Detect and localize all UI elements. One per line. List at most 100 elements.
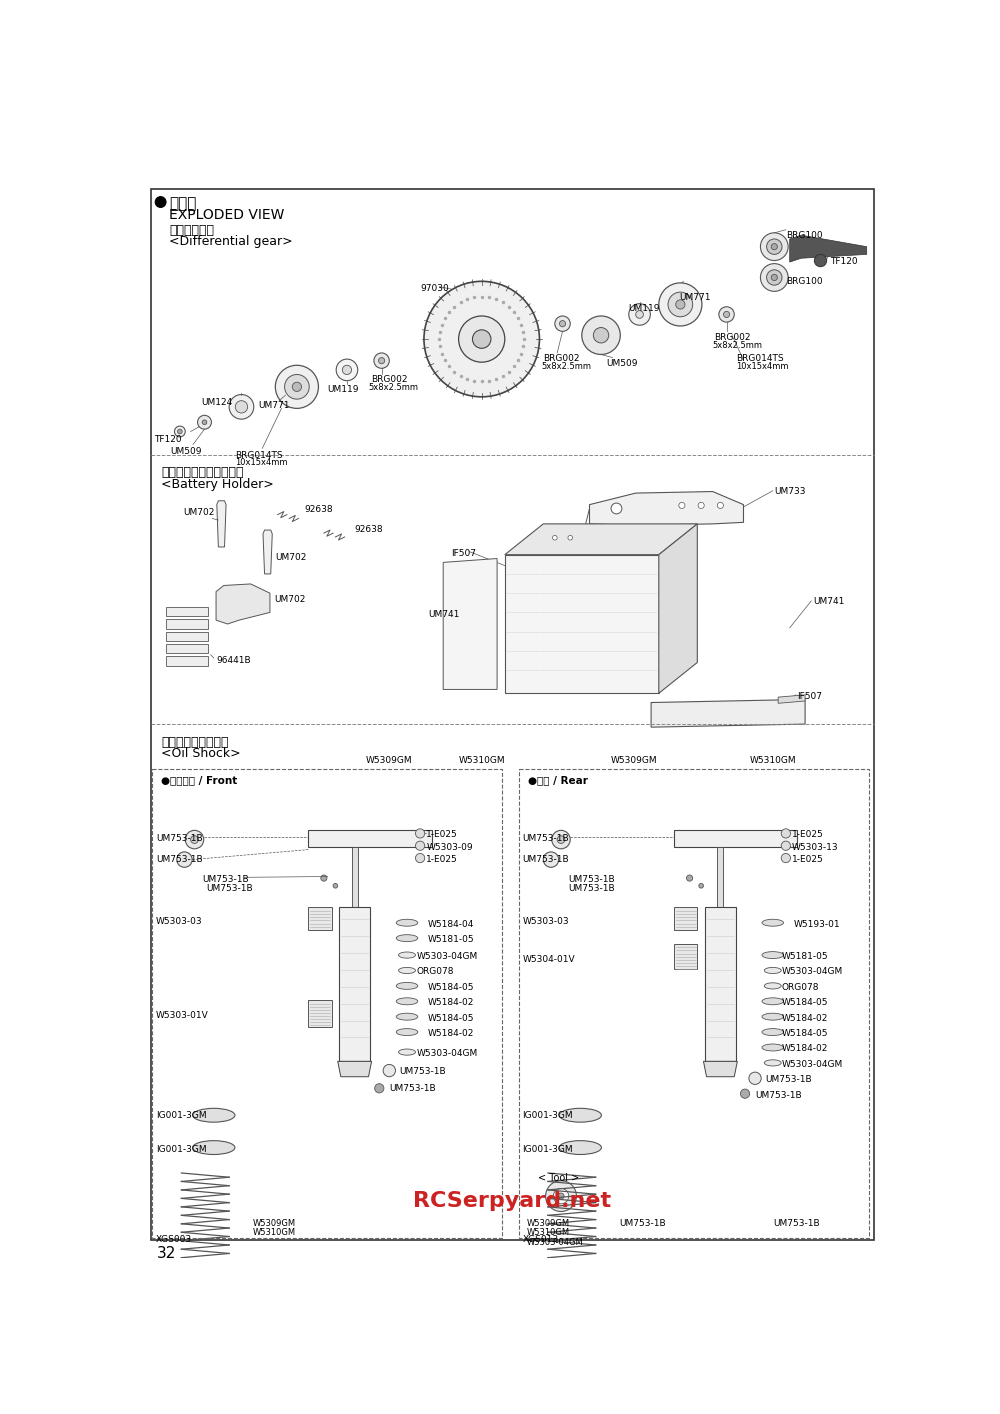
Circle shape (229, 395, 254, 419)
Text: XGS003: XGS003 (156, 1234, 192, 1243)
Text: W5303-09: W5303-09 (426, 843, 473, 851)
Text: W5303-04GM: W5303-04GM (526, 1237, 583, 1247)
Circle shape (723, 311, 730, 318)
Polygon shape (308, 830, 432, 847)
Text: W5303-04GM: W5303-04GM (416, 1049, 478, 1058)
Text: 5x8x2.5mm: 5x8x2.5mm (541, 362, 591, 372)
Text: UM119: UM119 (328, 385, 359, 395)
Circle shape (636, 311, 643, 318)
Text: W5310GM: W5310GM (252, 1229, 295, 1237)
Circle shape (198, 416, 211, 430)
Polygon shape (166, 607, 208, 617)
Polygon shape (338, 1062, 372, 1076)
Text: W5184-02: W5184-02 (782, 1014, 828, 1022)
Text: BRG100: BRG100 (786, 232, 822, 240)
Text: UM753-1B: UM753-1B (765, 1075, 812, 1085)
Text: BRG002: BRG002 (543, 355, 580, 363)
Polygon shape (705, 908, 736, 1062)
Circle shape (767, 270, 782, 286)
Text: ORG078: ORG078 (782, 983, 820, 991)
Text: W5303-04GM: W5303-04GM (416, 952, 478, 962)
Polygon shape (308, 908, 332, 930)
Text: 1-E025: 1-E025 (792, 855, 824, 864)
Text: BRG014TS: BRG014TS (235, 451, 283, 460)
Text: W5184-05: W5184-05 (782, 1029, 828, 1038)
Text: UM741: UM741 (428, 609, 459, 619)
Ellipse shape (399, 952, 415, 959)
Text: UM753-1B: UM753-1B (156, 855, 203, 864)
Polygon shape (443, 559, 497, 690)
Circle shape (687, 875, 693, 881)
Text: W5193-01: W5193-01 (794, 919, 840, 929)
Polygon shape (339, 908, 370, 1062)
Circle shape (174, 426, 185, 437)
Circle shape (611, 503, 622, 513)
Circle shape (415, 841, 425, 850)
Circle shape (546, 1181, 576, 1212)
Circle shape (543, 851, 559, 867)
Text: ●リヤ / Rear: ●リヤ / Rear (528, 775, 588, 785)
Text: UM753-1B: UM753-1B (755, 1090, 802, 1100)
Circle shape (740, 1089, 750, 1099)
Ellipse shape (396, 1014, 418, 1019)
Ellipse shape (396, 1028, 418, 1035)
Circle shape (781, 829, 790, 839)
Text: W5309GM: W5309GM (526, 1219, 569, 1229)
Text: IG001-3GM: IG001-3GM (523, 1111, 573, 1120)
Text: BRG002: BRG002 (714, 332, 751, 342)
Text: UM753-1B: UM753-1B (523, 834, 569, 843)
Text: UM771: UM771 (679, 293, 710, 301)
Text: UM771: UM771 (258, 400, 290, 410)
Text: 1-E025: 1-E025 (426, 830, 458, 840)
Text: <Battery Holder>: <Battery Holder> (161, 478, 274, 491)
Text: UM753-1B: UM753-1B (773, 1219, 819, 1229)
Text: W5303-04GM: W5303-04GM (782, 1060, 843, 1069)
Text: BRG100: BRG100 (786, 277, 822, 287)
Circle shape (557, 836, 565, 843)
Circle shape (235, 400, 248, 413)
Text: RCSerpyard.net: RCSerpyard.net (413, 1192, 612, 1212)
Text: IG001-3GM: IG001-3GM (156, 1111, 207, 1120)
Circle shape (342, 365, 352, 375)
Ellipse shape (396, 998, 418, 1005)
Circle shape (719, 307, 734, 322)
Ellipse shape (399, 1049, 415, 1055)
Text: W5310GM: W5310GM (750, 756, 796, 765)
Text: UM741: UM741 (813, 597, 844, 607)
Text: UM753-1B: UM753-1B (156, 834, 203, 843)
Text: UM753-1B: UM753-1B (399, 1068, 446, 1076)
Circle shape (336, 359, 358, 380)
Text: UM753-1B: UM753-1B (206, 884, 253, 894)
Circle shape (699, 884, 703, 888)
Text: W5304-01V: W5304-01V (523, 954, 575, 964)
Ellipse shape (396, 983, 418, 990)
Text: W5184-05: W5184-05 (782, 998, 828, 1007)
Circle shape (333, 884, 338, 888)
Text: W5310GM: W5310GM (459, 756, 505, 765)
Text: W5309GM: W5309GM (611, 756, 658, 765)
Text: W5310GM: W5310GM (526, 1229, 569, 1237)
Text: W5303-03: W5303-03 (523, 916, 569, 926)
Circle shape (593, 328, 609, 344)
Ellipse shape (762, 1044, 784, 1051)
Text: 5x8x2.5mm: 5x8x2.5mm (369, 383, 419, 392)
Text: 分解図: 分解図 (169, 197, 196, 211)
Circle shape (472, 329, 491, 348)
Circle shape (379, 358, 385, 363)
Ellipse shape (764, 1060, 781, 1066)
Circle shape (177, 851, 192, 867)
Ellipse shape (396, 919, 418, 926)
Ellipse shape (762, 919, 784, 926)
Text: IG001-3GM: IG001-3GM (156, 1144, 207, 1154)
Text: W5303-01V: W5303-01V (156, 1011, 209, 1021)
Text: UM124: UM124 (201, 397, 233, 407)
Circle shape (760, 233, 788, 260)
Text: W5303-13: W5303-13 (792, 843, 839, 851)
Text: W5184-02: W5184-02 (428, 998, 474, 1007)
Circle shape (555, 315, 570, 331)
Circle shape (559, 321, 566, 327)
Text: ORG078: ORG078 (416, 967, 454, 977)
Circle shape (814, 255, 827, 267)
Text: UM702: UM702 (274, 595, 305, 604)
Circle shape (558, 1193, 564, 1199)
